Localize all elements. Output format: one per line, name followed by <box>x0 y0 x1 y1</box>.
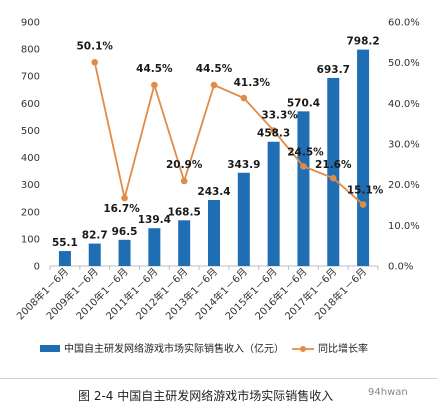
watermark: 94hwan <box>368 387 408 398</box>
left-tick-label: 900 <box>21 18 40 29</box>
growth-value-label: 21.6% <box>315 159 352 171</box>
chart-svg: 0 100 200 300 400 500 600 700 800 900 0.0% 10.0% 20.… <box>14 18 420 356</box>
bar <box>58 251 71 266</box>
category-label: 2009年1－6月 <box>43 265 100 322</box>
right-tick-label: 10.0% <box>388 221 420 232</box>
growth-point <box>210 81 218 89</box>
category-label: 2018年1－6月 <box>312 265 369 322</box>
chart: 0 100 200 300 400 500 600 700 800 900 0.0% 10.0% 20.… <box>14 18 420 356</box>
growth-value-label: 41.3% <box>234 77 271 89</box>
bar <box>148 228 161 266</box>
category-label: 2017年1－6月 <box>282 265 339 322</box>
bar-value-label: 243.4 <box>197 186 230 198</box>
bar-value-label: 82.7 <box>82 230 108 242</box>
category-label: 2013年1－6月 <box>163 265 220 322</box>
growth-value-label: 50.1% <box>77 40 114 52</box>
bar <box>178 220 191 266</box>
legend-bar-swatch <box>40 345 60 352</box>
bar <box>357 49 370 267</box>
bar <box>327 77 340 266</box>
growth-point <box>180 177 188 185</box>
category-label: 2014年1－6月 <box>193 265 250 322</box>
bar <box>208 200 220 266</box>
category-label: 2011年1－6月 <box>103 265 160 322</box>
bar-value-label: 96.5 <box>112 226 138 238</box>
left-tick-label: 300 <box>21 180 40 191</box>
right-tick-label: 30.0% <box>388 140 420 151</box>
legend-line-label: 同比增长率 <box>318 342 368 355</box>
right-tick-label: 50.0% <box>388 58 420 69</box>
growth-point <box>151 81 158 89</box>
growth-point <box>121 194 128 202</box>
bar <box>118 239 131 266</box>
left-tick-label: 600 <box>21 99 40 110</box>
category-label: 2016年1－6月 <box>252 265 309 322</box>
left-tick-label: 400 <box>21 153 40 164</box>
bar <box>297 111 310 267</box>
left-tick-label: 800 <box>21 45 40 56</box>
caption-bar: 图 2-4 中国自主研发网络游戏市场实际销售收入 94hwan <box>0 378 437 414</box>
bar-value-label: 570.4 <box>287 97 320 109</box>
growth-line <box>93 62 364 206</box>
growth-point <box>91 58 99 66</box>
category-label: 2012年1－6月 <box>133 265 190 322</box>
bar-value-label: 139.4 <box>138 214 171 226</box>
growth-value-label: 24.5% <box>287 146 324 158</box>
left-tick-label: 700 <box>21 72 40 83</box>
bar <box>237 172 250 266</box>
bar <box>267 141 280 266</box>
left-tick-label: 200 <box>21 207 40 218</box>
growth-value-label: 33.3% <box>261 110 298 122</box>
left-tick-label: 0 <box>34 262 40 273</box>
category-label: 2008年1－6月 <box>14 265 71 322</box>
left-tick-label: 100 <box>21 234 40 245</box>
bar-value-label: 798.2 <box>346 36 379 48</box>
bar-value-label: 343.9 <box>227 159 260 171</box>
growth-value-label: 16.7% <box>103 203 140 215</box>
left-tick-label: 500 <box>21 126 40 137</box>
growth-point <box>300 163 307 170</box>
growth-value-label: 15.1% <box>347 185 384 197</box>
growth-point <box>270 127 277 134</box>
right-tick-label: 60.0% <box>388 18 420 29</box>
category-label: 2015年1－6月 <box>222 265 279 322</box>
growth-point <box>240 94 248 102</box>
growth-point <box>329 174 337 182</box>
right-tick-label: 40.0% <box>388 99 420 110</box>
right-tick-label: 20.0% <box>388 180 420 191</box>
bar-value-label: 693.7 <box>317 64 350 76</box>
figure-caption: 图 2-4 中国自主研发网络游戏市场实际销售收入 <box>78 389 334 403</box>
bar <box>88 243 101 266</box>
legend-line-marker <box>300 346 306 352</box>
growth-value-label: 44.5% <box>136 63 173 75</box>
growth-value-label: 20.9% <box>166 159 203 171</box>
right-tick-label: 0.0% <box>388 262 413 273</box>
bar-value-label: 458.3 <box>257 128 290 140</box>
bar-value-label: 168.5 <box>168 206 201 218</box>
growth-point <box>359 201 367 208</box>
legend-bar-label: 中国自主研发网络游戏市场实际销售收入（亿元） <box>64 342 284 355</box>
bar-value-label: 55.1 <box>52 237 78 249</box>
growth-value-label: 44.5% <box>196 63 233 75</box>
category-label: 2010年1－6月 <box>73 265 130 322</box>
